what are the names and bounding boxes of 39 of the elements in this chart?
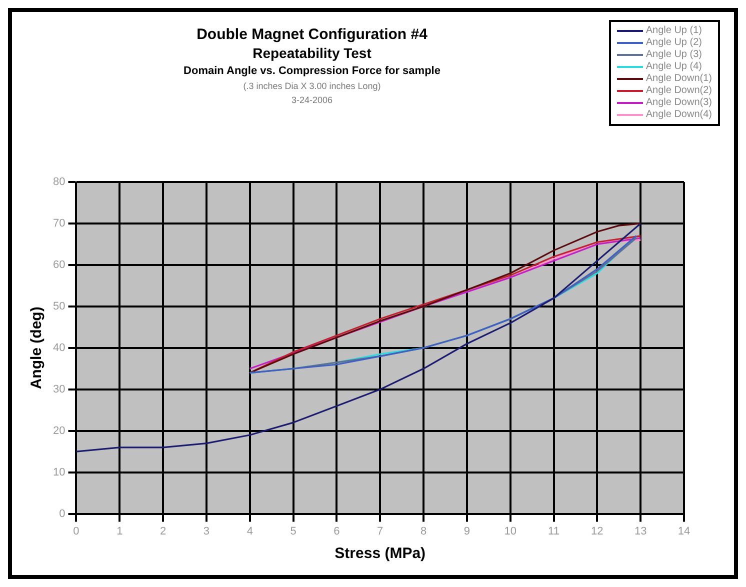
- legend-label: Angle Down(4): [646, 109, 712, 121]
- x-tick-label: 1: [116, 525, 123, 538]
- legend-label: Angle Down(1): [646, 73, 712, 85]
- x-tick-label: 5: [290, 525, 296, 538]
- legend-label: Angle Down(3): [646, 97, 712, 109]
- x-tick-label: 2: [160, 525, 166, 538]
- x-tick-label: 7: [377, 525, 384, 538]
- x-tick-label: 12: [591, 525, 604, 538]
- text: Domain Angle vs. Compression Force for sample: [182, 65, 442, 77]
- legend-label: Angle Down(2): [646, 85, 712, 97]
- y-tick-label: 20: [52, 424, 66, 437]
- y-tick-label: 0: [59, 508, 66, 520]
- y-tick-label: 70: [52, 218, 66, 230]
- x-tick-label: 6: [334, 525, 340, 538]
- x-tick-label: 13: [634, 525, 647, 538]
- y-tick-label: 80: [52, 176, 66, 188]
- x-tick-label: 9: [464, 525, 470, 538]
- y-tick-label: 50: [52, 300, 66, 312]
- y-tick-label: 30: [52, 383, 66, 396]
- legend-label: Angle Up (2): [646, 37, 702, 49]
- chart-subtitle: Repeatability Test: [252, 45, 372, 61]
- x-tick-label: 10: [504, 525, 516, 538]
- y-tick-label: 10: [52, 466, 66, 478]
- y-tick-label: 40: [52, 342, 66, 354]
- x-tick-label: 8: [420, 525, 427, 538]
- legend-label: Angle Up (4): [646, 61, 702, 73]
- legend-label: Angle Up (1): [646, 25, 702, 37]
- x-tick-label: 3: [203, 525, 210, 538]
- x-tick-label: 11: [548, 525, 560, 538]
- chart-title: Double Magnet Configuration #4: [196, 26, 428, 43]
- x-tick-label: 14: [678, 525, 690, 538]
- text: (.3 inches Dia X 3.00 inches Long): [242, 81, 382, 91]
- legend-label: Angle Up (3): [646, 49, 702, 61]
- x-axis-title: Stress (MPa): [334, 545, 426, 562]
- x-tick-label: 0: [73, 525, 80, 538]
- text: 3-24-2006: [290, 95, 334, 105]
- y-tick-label: 60: [52, 258, 66, 271]
- y-axis-title: Angle (deg): [28, 306, 46, 390]
- x-tick-label: 4: [246, 525, 253, 538]
